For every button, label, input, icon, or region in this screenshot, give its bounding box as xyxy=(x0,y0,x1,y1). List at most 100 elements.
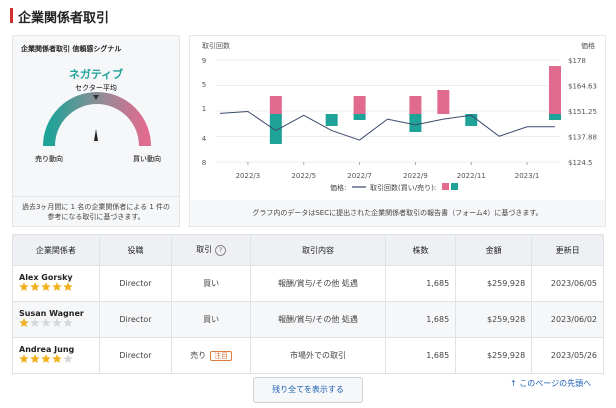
header-row: 企業関係者 役職 取引? 取引内容 株数 金額 更新日 xyxy=(12,234,604,266)
y-tick-label: 1 xyxy=(202,105,206,113)
y2-tick-label: $151.25 xyxy=(568,108,597,116)
insider-cell: Alex Gorsky xyxy=(12,265,100,302)
gauge: セクター平均 売り動向 買い動向 xyxy=(35,83,161,163)
insider-name: Andrea Jung xyxy=(19,344,75,354)
legend-swatch xyxy=(451,183,458,190)
star xyxy=(41,317,51,327)
trade-text: 買い xyxy=(203,279,220,288)
column-header: 株数 xyxy=(384,234,457,266)
y2-tick-label: $124.5 xyxy=(568,159,593,167)
bar-buy xyxy=(353,96,366,114)
star xyxy=(30,281,40,291)
header-text: 金額 xyxy=(485,245,502,255)
bar-sell xyxy=(409,114,422,132)
bar-buy xyxy=(409,96,422,114)
x-tick-label: 2023/1 xyxy=(515,172,540,180)
header-text: 株数 xyxy=(412,245,429,255)
header-text: 取引 xyxy=(196,245,213,254)
star-rating xyxy=(19,353,73,363)
bar-buy xyxy=(549,66,561,114)
insider-table: 企業関係者 役職 取引? 取引内容 株数 金額 更新日 Alex Gorsky Director… xyxy=(12,234,604,374)
insider-cell: Andrea Jung xyxy=(12,337,100,374)
y2-tick-label: $164.63 xyxy=(568,82,597,90)
needle xyxy=(94,129,98,141)
help-icon[interactable]: ? xyxy=(215,245,227,256)
show-all-button[interactable]: 残り全てを表示する xyxy=(253,377,363,403)
bar-buy xyxy=(269,96,282,114)
x-tick-label: 2022/3 xyxy=(236,172,261,180)
chart-note: グラフ内のデータはSECに提出された企業関係者取引の報告書（フォーム4）に基づき… xyxy=(190,200,605,226)
star xyxy=(19,353,29,363)
right-label: 買い動向 xyxy=(133,154,161,163)
bar-sell xyxy=(353,114,366,120)
header-text: 企業関係者 xyxy=(35,245,76,255)
star xyxy=(52,281,62,291)
star xyxy=(30,353,40,363)
detail-cell: 報酬/賞与/その他 処遇 xyxy=(250,301,386,338)
star xyxy=(41,353,51,363)
x-tick-label: 2022/7 xyxy=(347,172,372,180)
y-axis-title: 取引回数 xyxy=(202,41,230,50)
role-cell: Director xyxy=(98,301,173,338)
insider-name: Susan Wagner xyxy=(19,308,84,318)
star xyxy=(52,317,62,327)
column-header: 金額 xyxy=(455,234,533,266)
y-tick-label: 9 xyxy=(202,57,206,65)
y-tick-label: 8 xyxy=(202,159,206,167)
header-text: 役職 xyxy=(127,245,144,255)
bar-sell xyxy=(549,114,561,120)
star xyxy=(63,353,73,363)
trade-text: 売り xyxy=(190,351,207,360)
date-cell: 2023/05/26 xyxy=(531,337,604,374)
y-tick-label: 4 xyxy=(202,135,207,143)
header-text: 更新日 xyxy=(555,245,580,255)
column-header: 企業関係者 xyxy=(12,234,100,266)
y2-tick-label: $178 xyxy=(568,57,586,65)
star xyxy=(52,353,62,363)
sector-label: セクター平均 xyxy=(75,83,117,92)
bar-sell xyxy=(269,114,282,144)
column-header: 役職 xyxy=(98,234,173,266)
star xyxy=(30,317,40,327)
trade-text: 買い xyxy=(203,315,220,324)
legend-swatch xyxy=(442,183,449,190)
chart-card: 取引回数 価格 9 5 1 4 8 $178 $164.63 $151.25 $137.88 $124… xyxy=(189,35,606,227)
sector-marker xyxy=(93,95,99,100)
role-cell: Director xyxy=(98,337,173,374)
y2-axis-title: 価格 xyxy=(581,41,595,50)
x-tick-label: 2022/9 xyxy=(403,172,428,180)
x-tick-label: 2022/11 xyxy=(457,172,486,180)
table-row: Alex Gorsky Director 買い 報酬/賞与/その他 処遇 1,685 $2… xyxy=(12,265,604,302)
star xyxy=(63,281,73,291)
star-rating xyxy=(19,317,73,327)
trade-cell: 買い xyxy=(171,265,252,302)
detail-cell: 報酬/賞与/その他 処遇 xyxy=(250,265,386,302)
column-header: 取引? xyxy=(171,234,252,266)
column-header: 更新日 xyxy=(531,234,604,266)
trade-cell: 売り 注目 xyxy=(171,337,252,374)
badge: 注目 xyxy=(210,351,233,361)
left-label: 売り動向 xyxy=(35,154,63,163)
header-text: 取引内容 xyxy=(301,245,334,255)
signal-card: 企業関係者取引 信頼感シグナル ネガティブ セクター平均 売り動向 買い動向 過… xyxy=(12,35,180,227)
page-title: 企業関係者取引 xyxy=(18,11,110,26)
title-bar xyxy=(10,8,13,23)
amount-cell: $259,928 xyxy=(455,301,533,338)
star xyxy=(19,317,29,327)
table-row: Susan Wagner Director 買い 報酬/賞与/その他 処遇 1,685 $… xyxy=(12,301,604,338)
top-link[interactable]: ↑ このページの先頭へ xyxy=(510,379,592,388)
amount-cell: $259,928 xyxy=(455,265,533,302)
detail-cell: 市場外での取引 xyxy=(250,337,386,374)
bar-buy xyxy=(437,90,450,114)
date-cell: 2023/06/02 xyxy=(531,301,604,338)
date-cell: 2023/06/05 xyxy=(531,265,604,302)
chart: 取引回数 価格 9 5 1 4 8 $178 $164.63 $151.25 $137.88 $124… xyxy=(202,41,597,192)
star xyxy=(63,317,73,327)
verdict: ネガティブ xyxy=(68,68,124,81)
amount-cell: $259,928 xyxy=(455,337,533,374)
shares-cell: 1,685 xyxy=(384,265,457,302)
price-line xyxy=(219,110,555,141)
table-wrap: 企業関係者 役職 取引? 取引内容 株数 金額 更新日 Alex Gorsky Director… xyxy=(12,234,604,374)
insider-cell: Susan Wagner xyxy=(12,301,100,338)
